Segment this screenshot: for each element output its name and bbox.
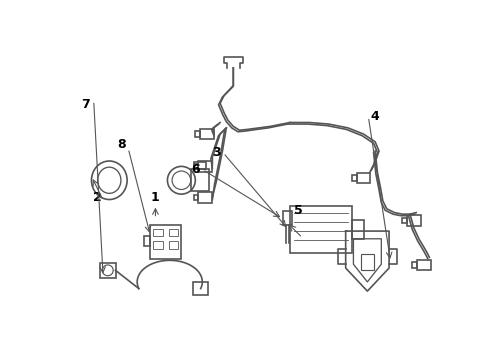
Bar bbox=[412, 262, 417, 267]
Bar bbox=[417, 260, 431, 270]
Bar bbox=[191, 170, 209, 191]
Bar bbox=[100, 263, 116, 278]
Bar bbox=[290, 206, 352, 253]
Text: 6: 6 bbox=[192, 163, 200, 176]
Text: 5: 5 bbox=[294, 204, 303, 217]
Bar bbox=[153, 229, 163, 237]
Text: 4: 4 bbox=[370, 110, 379, 123]
Text: 2: 2 bbox=[93, 190, 102, 203]
Bar bbox=[153, 241, 163, 249]
Bar bbox=[194, 162, 206, 170]
Bar bbox=[198, 161, 212, 172]
Bar bbox=[407, 215, 421, 226]
Text: 7: 7 bbox=[81, 98, 90, 111]
Bar bbox=[198, 192, 212, 203]
Bar bbox=[169, 241, 178, 249]
Bar bbox=[357, 172, 370, 183]
Bar bbox=[402, 217, 407, 223]
Bar bbox=[200, 129, 214, 139]
Bar bbox=[144, 236, 150, 247]
Bar bbox=[352, 220, 364, 239]
Bar bbox=[361, 254, 373, 270]
Bar bbox=[283, 211, 292, 225]
Text: 3: 3 bbox=[213, 146, 221, 159]
Bar bbox=[194, 194, 198, 200]
Text: 8: 8 bbox=[118, 138, 126, 151]
Bar bbox=[150, 225, 181, 259]
Bar bbox=[352, 175, 357, 181]
Text: 1: 1 bbox=[151, 190, 160, 203]
Bar bbox=[193, 282, 208, 295]
Bar bbox=[196, 131, 200, 137]
Bar bbox=[194, 164, 198, 169]
Bar bbox=[169, 229, 178, 237]
